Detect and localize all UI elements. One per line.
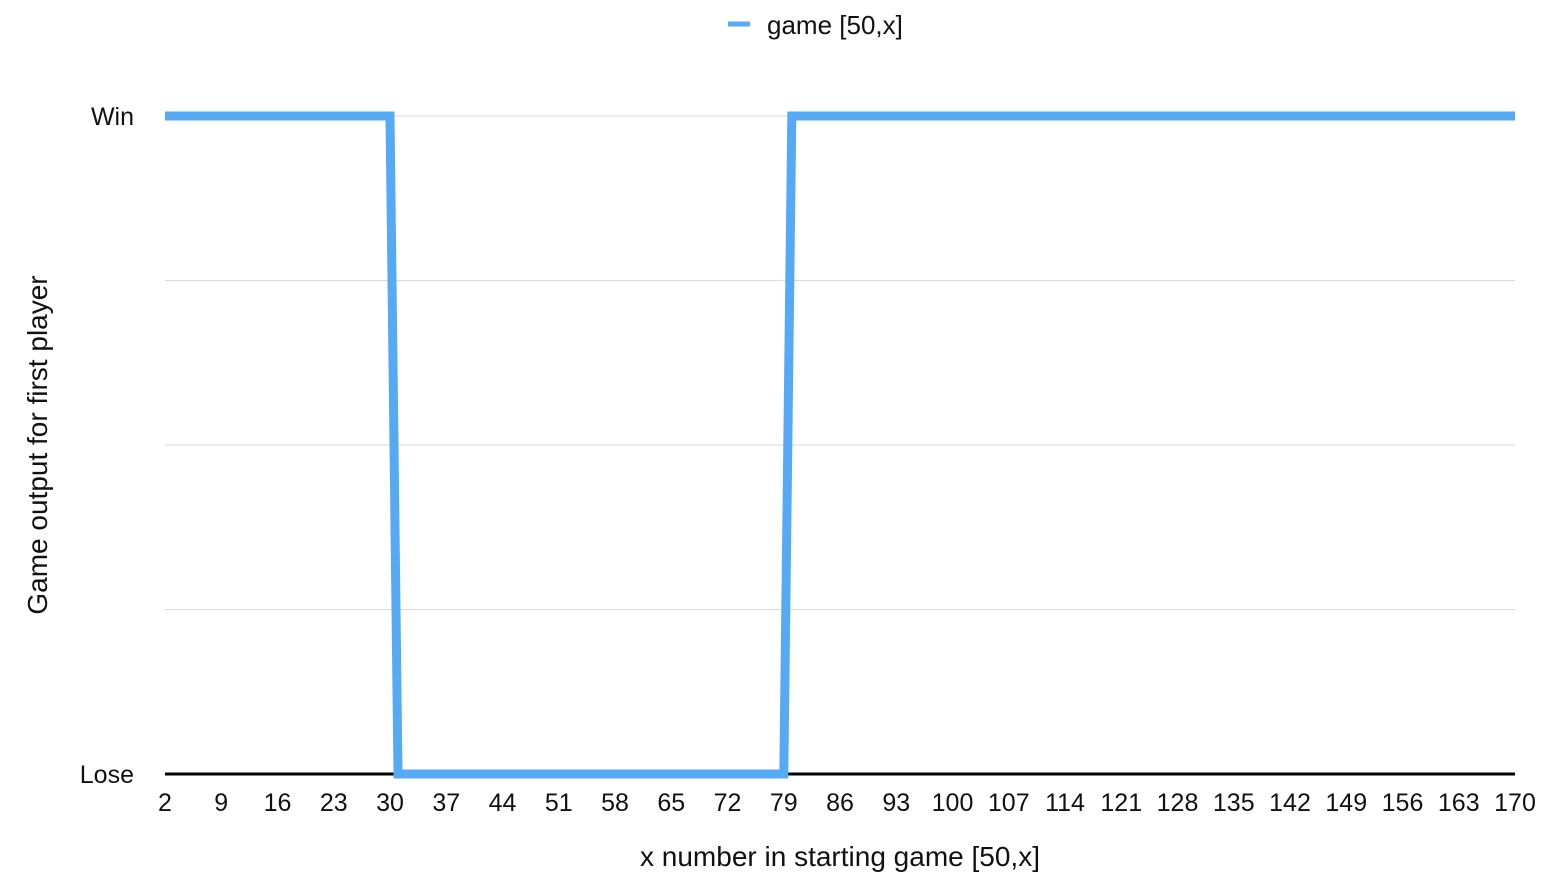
series-line (165, 111, 1515, 779)
x-tick-label: 86 (826, 789, 854, 817)
x-tick-label: 30 (376, 789, 404, 817)
x-tick-label: 2 (158, 789, 172, 817)
x-tick-label: 65 (657, 789, 685, 817)
x-tick-label: 51 (545, 789, 573, 817)
x-tick-label: 149 (1325, 789, 1367, 817)
x-tick-label: 142 (1269, 789, 1311, 817)
x-tick-label: 135 (1213, 789, 1255, 817)
x-tick-label: 163 (1438, 789, 1480, 817)
x-tick-label: 100 (932, 789, 974, 817)
y-axis-title: Game output for first player (22, 275, 53, 614)
x-tick-labels: 2 9 16 23 30 37 44 51 58 65 72 79 86 93 100 107 114 121 12… (158, 789, 1536, 817)
x-tick-label: 58 (601, 789, 629, 817)
x-tick-label: 72 (714, 789, 742, 817)
x-tick-label: 128 (1157, 789, 1199, 817)
x-tick-label: 93 (882, 789, 910, 817)
x-tick-label: 170 (1494, 789, 1536, 817)
legend: game [50,x] (728, 10, 903, 40)
x-tick-label: 37 (432, 789, 460, 817)
x-tick-label: 114 (1045, 789, 1085, 817)
x-tick-label: 107 (988, 789, 1030, 817)
x-tick-label: 121 (1100, 789, 1142, 817)
x-tick-label: 79 (770, 789, 798, 817)
y-tick-labels: Lose Win (80, 103, 134, 789)
legend-label: game [50,x] (767, 10, 903, 40)
y-tick-label: Lose (80, 761, 134, 789)
gridlines (165, 115, 1515, 610)
x-tick-label: 16 (264, 789, 292, 817)
x-tick-label: 156 (1382, 789, 1424, 817)
y-tick-label: Win (91, 103, 134, 131)
x-tick-label: 23 (320, 789, 348, 817)
series-layer (165, 111, 1515, 779)
x-tick-label: 9 (214, 789, 228, 817)
x-axis-title: x number in starting game [50,x] (640, 841, 1040, 872)
x-tick-label: 44 (489, 789, 517, 817)
